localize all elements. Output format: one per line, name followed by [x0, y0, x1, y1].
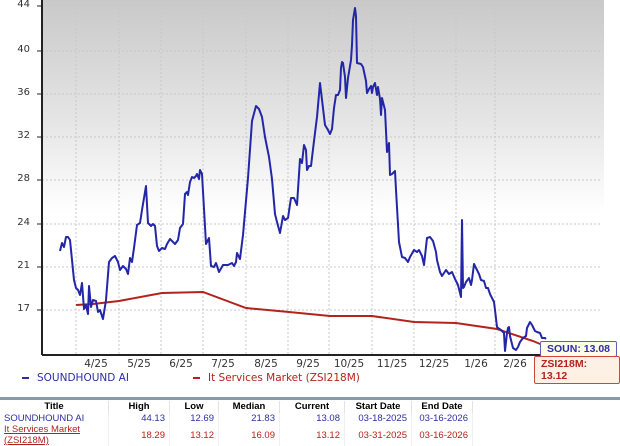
legend-label-zsi218m: It Services Market (ZSI218M) — [208, 372, 360, 384]
y-tick-label: 28 — [17, 173, 30, 184]
chart-canvas — [37, 0, 604, 356]
header-low: Low — [169, 401, 219, 413]
legend-item-soun: SOUNDHOUND AI — [22, 372, 129, 384]
row-low: 12.69 — [169, 413, 219, 424]
soun-value-callout: SOUN: 13.08 — [540, 341, 618, 357]
x-tick-label: 2/26 — [503, 358, 527, 370]
row-low: 13.12 — [169, 424, 219, 446]
plot-background — [42, 0, 604, 355]
x-tick-label: 4/25 — [84, 358, 108, 370]
x-tick-label: 7/25 — [211, 358, 235, 370]
legend-label-soun: SOUNDHOUND AI — [37, 372, 129, 384]
stats-table: Title High Low Median Current Start Date… — [0, 401, 473, 446]
legend-item-zsi218m: It Services Market (ZSI218M) — [193, 372, 360, 384]
y-tick-label: 36 — [17, 87, 30, 98]
header-current: Current — [279, 401, 345, 413]
header-start-date: Start Date — [344, 401, 412, 413]
x-tick-label: 1/26 — [464, 358, 488, 370]
gridlines — [37, 0, 600, 355]
table-row: SOUNDHOUND AI 44.13 12.69 21.83 13.08 03… — [0, 413, 473, 424]
zsi218m-series-line — [75, 290, 546, 347]
x-tick-label: 12/25 — [418, 358, 450, 370]
table-row: It Services Market (ZSI218M) 18.29 13.12… — [0, 424, 473, 446]
y-tick-label: 17 — [17, 303, 30, 314]
header-end-date: End Date — [411, 401, 473, 413]
row-median: 16.09 — [218, 424, 280, 446]
y-tick-label: 44 — [17, 0, 30, 10]
header-high: High — [108, 401, 170, 413]
row-current: 13.08 — [279, 413, 345, 424]
header-median: Median — [218, 401, 280, 413]
y-tick-label: 24 — [17, 217, 30, 228]
row-start-date: 03-18-2025 — [344, 413, 412, 424]
row-end-date: 03-16-2026 — [411, 413, 473, 424]
row-title-link[interactable]: It Services Market (ZSI218M) — [0, 424, 109, 446]
x-tick-label: 5/25 — [127, 358, 151, 370]
row-end-date: 03-16-2026 — [411, 424, 473, 446]
x-tick-label: 8/25 — [254, 358, 278, 370]
x-tick-label: 9/25 — [296, 358, 320, 370]
row-current: 13.12 — [279, 424, 345, 446]
y-tick-label: 21 — [17, 260, 30, 271]
zsi218m-value-callout: ZSI218M: 13.12 — [534, 356, 620, 384]
row-median: 21.83 — [218, 413, 280, 424]
x-tick-label: 6/25 — [169, 358, 193, 370]
soun-series-line — [59, 7, 547, 352]
row-start-date: 03-31-2025 — [344, 424, 412, 446]
legend-swatch-zsi218m — [193, 377, 200, 379]
row-title: SOUNDHOUND AI — [0, 413, 109, 424]
legend-swatch-soun — [22, 377, 29, 379]
x-tick-label: 11/25 — [376, 358, 408, 370]
row-high: 44.13 — [108, 413, 170, 424]
x-tick-label: 10/25 — [333, 358, 365, 370]
zsi218m-link[interactable]: It Services Market (ZSI218M) — [4, 424, 81, 446]
row-high: 18.29 — [108, 424, 170, 446]
chart-area: 44 40 36 32 28 24 21 17 4/25 5/25 6/25 7/25 8/25 9/2… — [17, 0, 620, 384]
y-tick-label: 32 — [17, 130, 30, 141]
y-tick-label: 40 — [17, 44, 30, 55]
table-divider — [0, 397, 620, 400]
header-title: Title — [0, 401, 109, 413]
stats-header-row: Title High Low Median Current Start Date… — [0, 401, 473, 413]
